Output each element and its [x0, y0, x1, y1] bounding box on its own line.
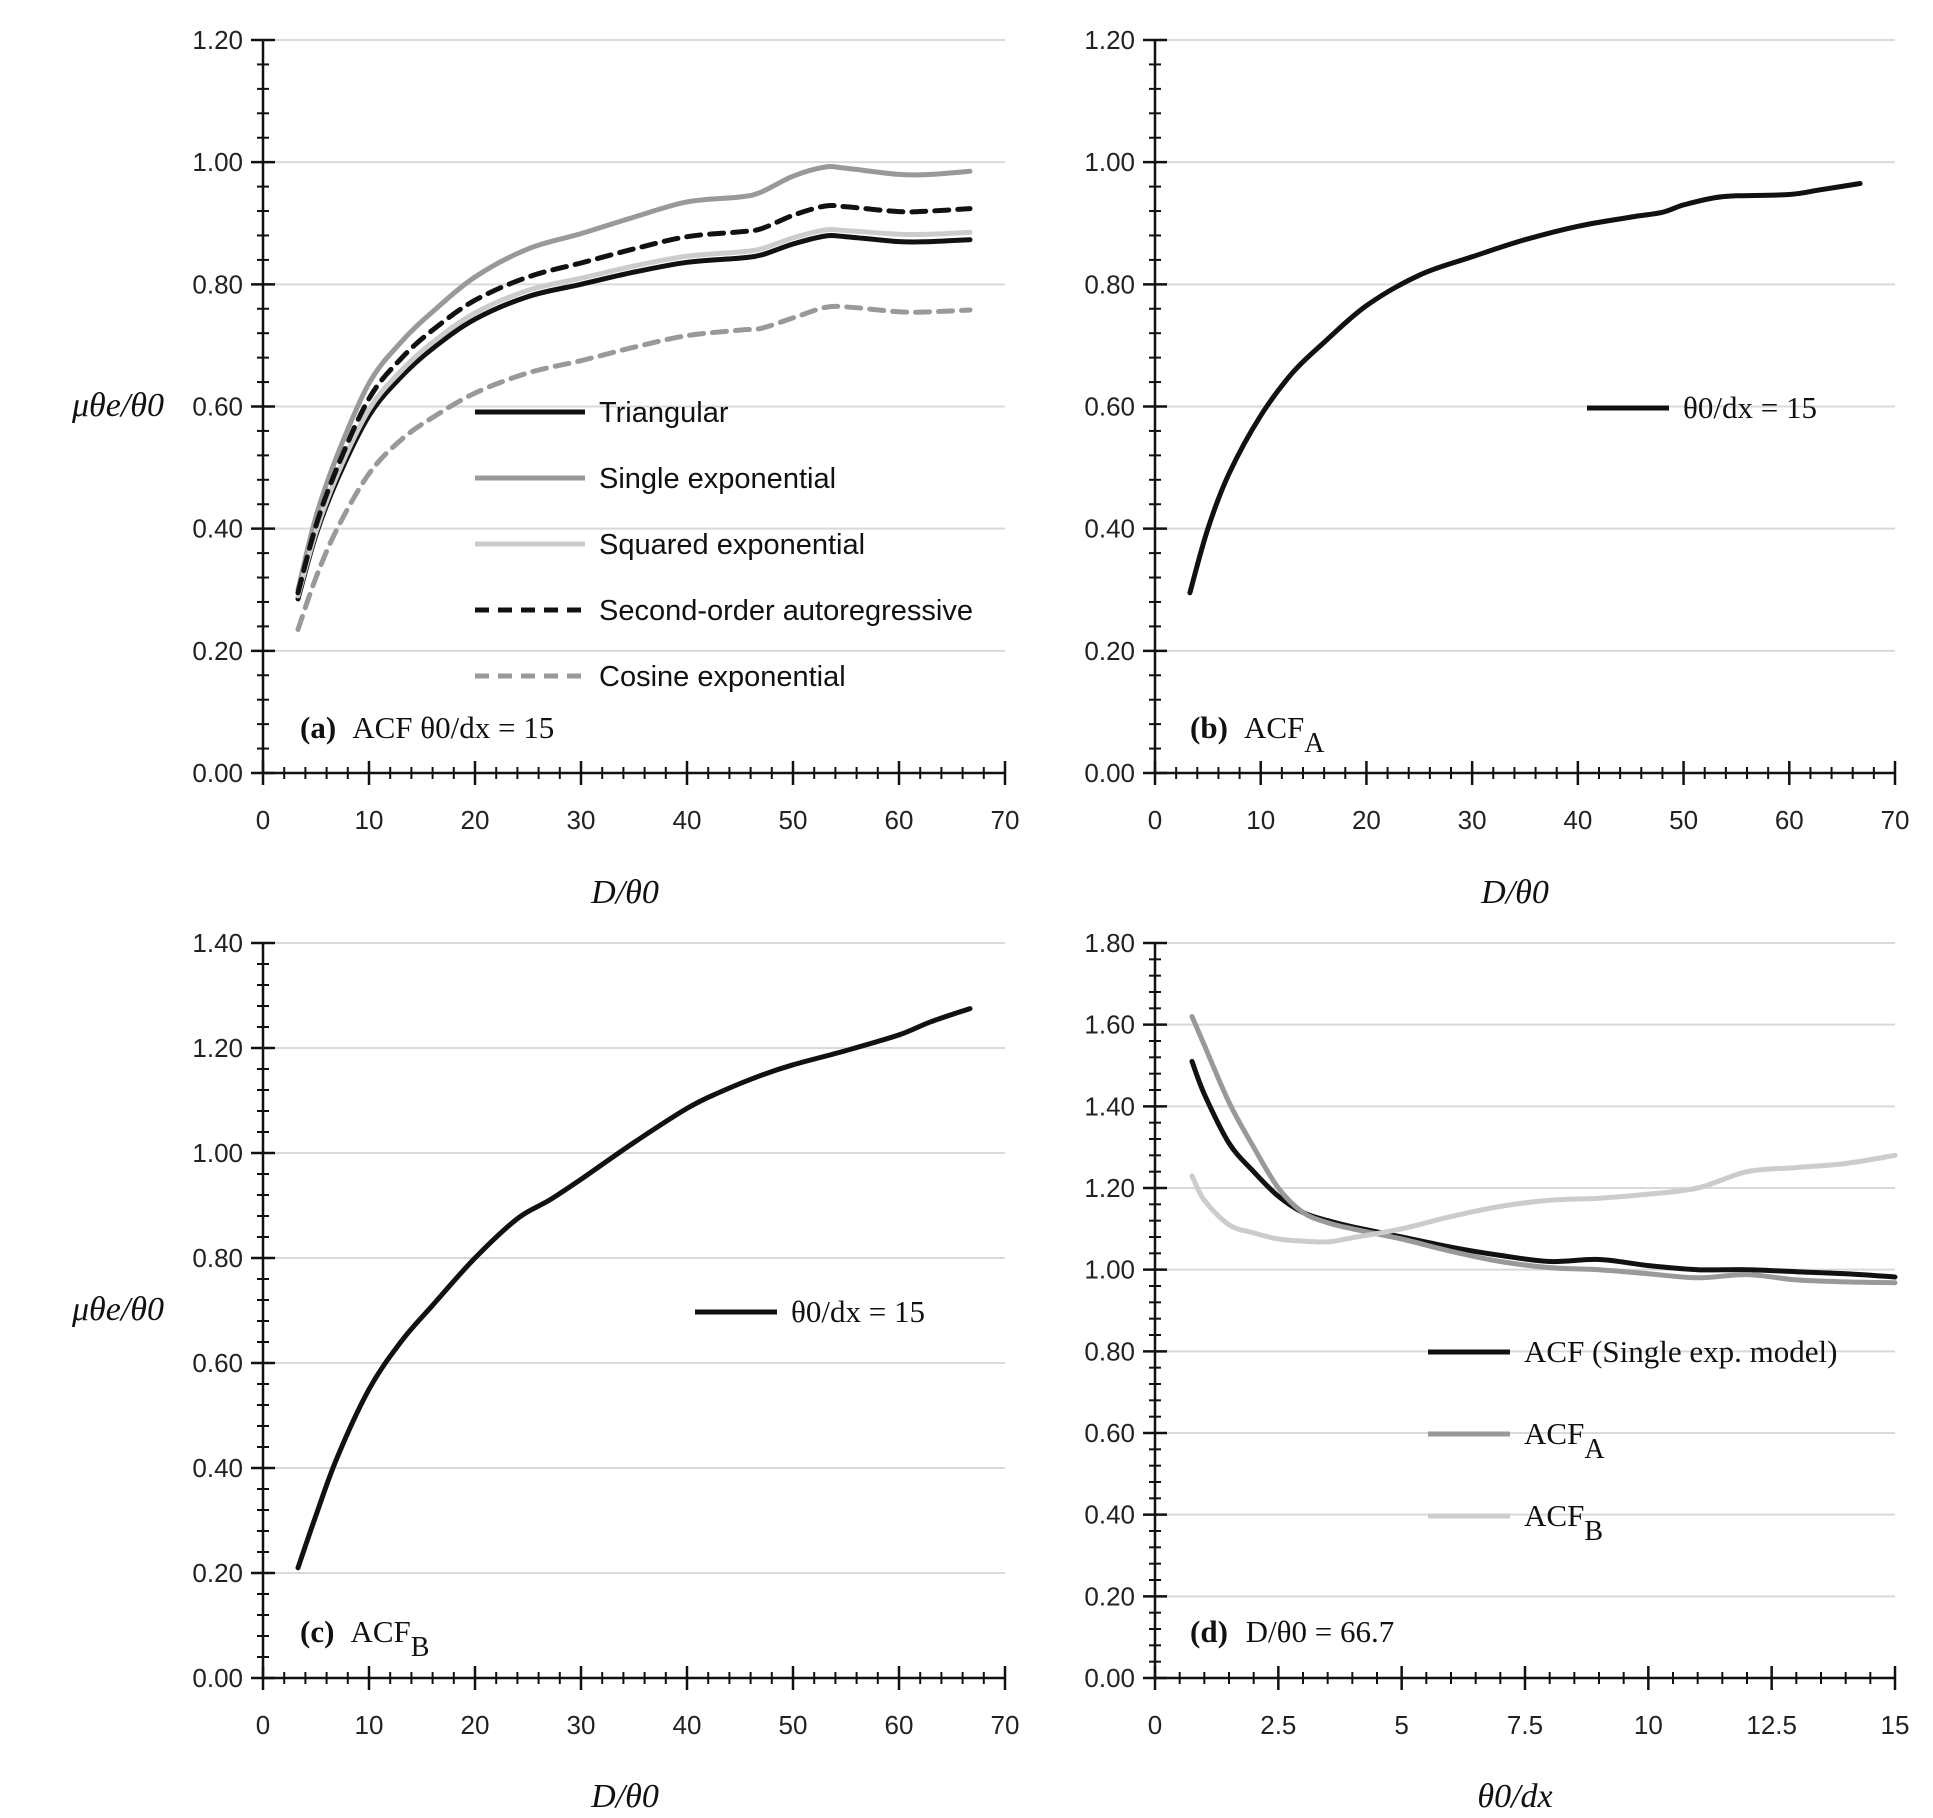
x-tick-label: 12.5 [1746, 1710, 1797, 1740]
y-tick-label: 0.40 [1084, 1500, 1135, 1530]
x-tick-label: 70 [991, 1710, 1020, 1740]
y-tick-label: 0.80 [192, 269, 243, 299]
series-line-2 [295, 164, 973, 593]
panel-c-annotation: (c) ACFB [300, 1614, 429, 1663]
y-tick-label: 1.00 [192, 1138, 243, 1168]
x-tick-label: 0 [256, 1710, 270, 1740]
legend-label: θ0/dx = 15 [791, 1294, 925, 1329]
legend-label: θ0/dx = 15 [1683, 390, 1817, 425]
x-tick-label: 10 [1246, 805, 1275, 835]
y-tick-label: 1.00 [192, 147, 243, 177]
y-tick-label: 0.00 [192, 758, 243, 788]
y-tick-label: 0.00 [1084, 758, 1135, 788]
x-tick-label: 30 [567, 1710, 596, 1740]
y-tick-label: 0.80 [192, 1243, 243, 1273]
y-tick-label: 0.80 [1084, 1336, 1135, 1366]
series-line-3 [295, 226, 973, 599]
x-tick-label: 70 [991, 805, 1020, 835]
y-tick-label: 0.00 [1084, 1663, 1135, 1693]
x-tick-label: 30 [1458, 805, 1487, 835]
x-tick-label: 50 [779, 805, 808, 835]
x-tick-label: 20 [461, 805, 490, 835]
x-tick-label: 40 [1563, 805, 1592, 835]
panel-d-xlabel: θ0/dx [1477, 1778, 1552, 1815]
y-tick-label: 0.20 [1084, 1581, 1135, 1611]
series-line-5 [295, 303, 973, 632]
x-tick-label: 30 [567, 805, 596, 835]
y-tick-label: 0.40 [1084, 514, 1135, 544]
y-tick-label: 0.40 [192, 1453, 243, 1483]
legend-label: Cosine exponential [599, 661, 846, 693]
x-tick-label: 15 [1881, 1710, 1910, 1740]
y-tick-label: 0.80 [1084, 269, 1135, 299]
series-line-1 [295, 233, 973, 602]
y-tick-label: 0.60 [1084, 1418, 1135, 1448]
x-tick-label: 70 [1881, 805, 1910, 835]
panel-c-ylabel: μθe/θ0 [71, 1291, 164, 1328]
panel-c-xlabel: D/θ0 [590, 1778, 659, 1815]
y-tick-label: 0.20 [192, 636, 243, 666]
y-tick-label: 0.40 [192, 514, 243, 544]
x-tick-label: 2.5 [1260, 1710, 1296, 1740]
y-tick-label: 0.60 [1084, 392, 1135, 422]
y-tick-label: 1.00 [1084, 147, 1135, 177]
y-tick-label: 1.00 [1084, 1255, 1135, 1285]
y-tick-label: 1.20 [1084, 1173, 1135, 1203]
panel-a-xlabel: D/θ0 [590, 874, 659, 911]
x-tick-label: 5 [1394, 1710, 1408, 1740]
panel-a-ylabel: μθe/θ0 [71, 387, 164, 424]
x-tick-label: 10 [1634, 1710, 1663, 1740]
legend-label: Single exponential [599, 463, 836, 495]
series-line-1 [1189, 1058, 1898, 1280]
x-tick-label: 10 [355, 805, 384, 835]
legend-label: Second-order autoregressive [599, 595, 973, 627]
panel-b-annotation: (b) ACFA [1190, 710, 1325, 759]
y-tick-label: 0.20 [1084, 636, 1135, 666]
x-tick-label: 40 [673, 1710, 702, 1740]
x-tick-label: 0 [1148, 1710, 1162, 1740]
panel-c: 0.00 0.20 0.40 0.60 0.80 1.00 1.20 1.40 0 10 20 30 4… [192, 928, 1019, 1740]
panel-b: 0.00 0.20 0.40 0.60 0.80 1.00 1.20 0 10 20 30 40 50 6… [1084, 25, 1909, 835]
y-tick-label: 1.80 [1084, 928, 1135, 958]
series-line-4 [295, 202, 973, 596]
x-tick-label: 60 [1775, 805, 1804, 835]
x-tick-label: 20 [1352, 805, 1381, 835]
x-tick-label: 60 [885, 805, 914, 835]
legend-label: Triangular [599, 397, 729, 429]
x-tick-label: 50 [1669, 805, 1698, 835]
x-tick-label: 60 [885, 1710, 914, 1740]
y-tick-label: 1.60 [1084, 1010, 1135, 1040]
x-tick-label: 50 [779, 1710, 808, 1740]
y-tick-label: 1.20 [1084, 25, 1135, 55]
panel-a: 0.00 0.20 0.40 0.60 0.80 1.00 1.20 0 10 20 30 40 50 6… [192, 25, 1019, 835]
x-tick-label: 7.5 [1507, 1710, 1543, 1740]
x-tick-label: 0 [1148, 805, 1162, 835]
panel-d-annotation: (d) D/θ0 = 66.7 [1190, 1614, 1394, 1649]
series-line-1 [295, 1006, 973, 1571]
y-tick-label: 1.20 [192, 1033, 243, 1063]
panel-a-annotation: (a) ACF θ0/dx = 15 [300, 710, 554, 745]
y-tick-label: 0.60 [192, 1348, 243, 1378]
legend-label: ACF (Single exp. model) [1524, 1334, 1837, 1369]
x-tick-label: 0 [256, 805, 270, 835]
legend-label: ACFA [1524, 1416, 1605, 1465]
legend-label: ACFB [1524, 1498, 1603, 1547]
x-tick-label: 10 [355, 1710, 384, 1740]
x-tick-label: 40 [673, 805, 702, 835]
series-line-1 [1187, 181, 1863, 596]
series-line-3 [1189, 1152, 1898, 1245]
panel-d: 0.00 0.20 0.40 0.60 0.80 1.00 1.20 1.40 1.60 1.80… [1084, 928, 1909, 1740]
y-tick-label: 0.60 [192, 392, 243, 422]
y-tick-label: 0.20 [192, 1558, 243, 1588]
panel-b-xlabel: D/θ0 [1480, 874, 1549, 911]
series-line-2 [1189, 1014, 1898, 1286]
x-tick-label: 20 [461, 1710, 490, 1740]
y-tick-label: 1.20 [192, 25, 243, 55]
legend-label: Squared exponential [599, 529, 865, 561]
y-tick-label: 1.40 [1084, 1091, 1135, 1121]
y-tick-label: 0.00 [192, 1663, 243, 1693]
y-tick-label: 1.40 [192, 928, 243, 958]
